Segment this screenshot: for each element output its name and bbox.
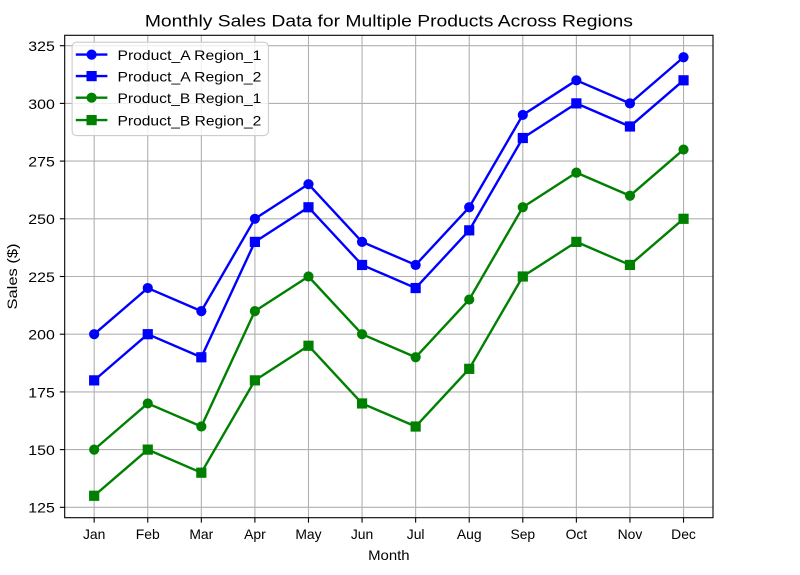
svg-text:225: 225 [28, 269, 55, 285]
svg-text:250: 250 [28, 211, 55, 227]
svg-text:Mar: Mar [189, 526, 213, 542]
svg-text:275: 275 [28, 153, 55, 169]
svg-text:Jun: Jun [351, 526, 373, 542]
svg-text:175: 175 [28, 384, 55, 400]
svg-text:125: 125 [28, 500, 55, 516]
svg-text:300: 300 [28, 96, 55, 112]
svg-text:Dec: Dec [671, 526, 696, 542]
svg-text:Product_A Region_2: Product_A Region_2 [118, 68, 262, 84]
svg-text:Nov: Nov [618, 526, 643, 542]
svg-text:Jan: Jan [83, 526, 105, 542]
svg-text:150: 150 [28, 442, 55, 458]
svg-text:Product_B Region_2: Product_B Region_2 [118, 112, 262, 128]
svg-text:Feb: Feb [136, 526, 160, 542]
svg-text:Aug: Aug [457, 526, 482, 542]
svg-text:325: 325 [28, 38, 55, 54]
svg-text:Month: Month [368, 547, 410, 563]
svg-text:Oct: Oct [566, 526, 588, 542]
svg-text:Sep: Sep [510, 526, 535, 542]
svg-text:Jul: Jul [407, 526, 425, 542]
svg-text:May: May [295, 526, 321, 542]
svg-text:Product_A Region_1: Product_A Region_1 [118, 47, 262, 63]
svg-text:Monthly Sales Data for Multipl: Monthly Sales Data for Multiple Products… [145, 11, 633, 30]
svg-text:Sales ($): Sales ($) [4, 244, 20, 310]
svg-text:Apr: Apr [244, 526, 266, 542]
svg-text:Product_B Region_1: Product_B Region_1 [118, 90, 262, 106]
svg-text:200: 200 [28, 327, 55, 343]
